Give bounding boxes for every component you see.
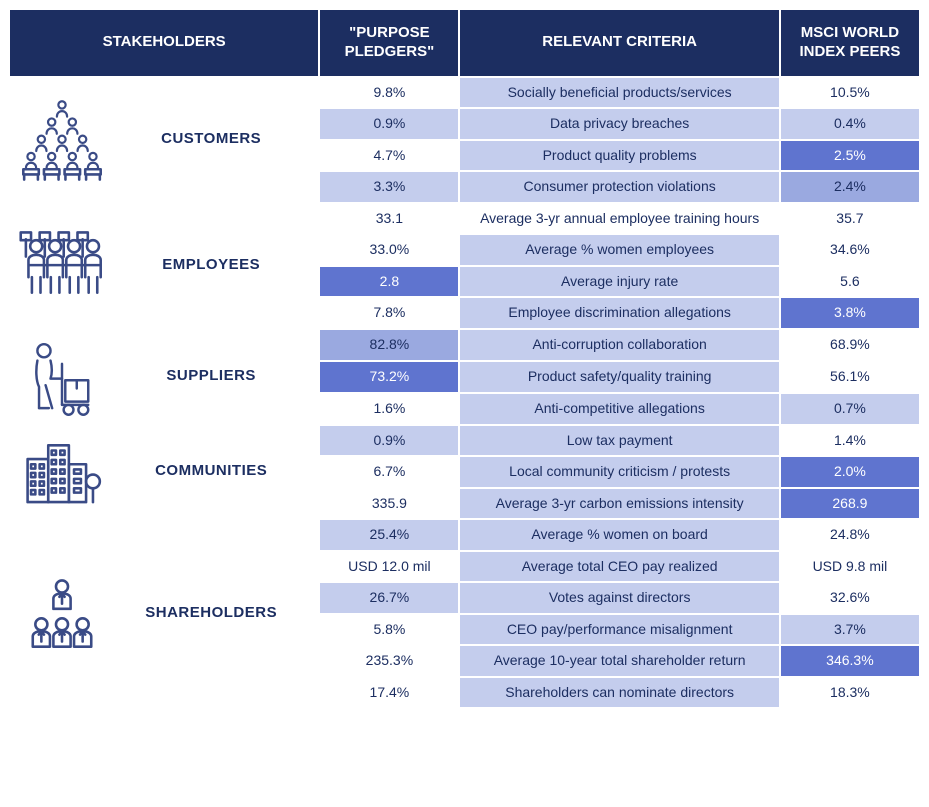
stakeholder-label: CUSTOMERS [112, 130, 310, 149]
pledgers-value: 73.2% [319, 361, 459, 393]
stakeholder-label: SHAREHOLDERS [112, 604, 310, 623]
pledgers-value: 26.7% [319, 582, 459, 614]
peers-value: 34.6% [780, 234, 920, 266]
employees-icon [18, 227, 106, 305]
criteria-label: Average 10-year total shareholder return [459, 645, 779, 677]
stakeholder-label: COMMUNITIES [112, 462, 310, 481]
pledgers-value: 82.8% [319, 329, 459, 361]
pledgers-value: 0.9% [319, 108, 459, 140]
criteria-label: Product safety/quality training [459, 361, 779, 393]
table-row: SUPPLIERS82.8%Anti-corruption collaborat… [9, 329, 920, 361]
pledgers-value: 6.7% [319, 456, 459, 488]
criteria-label: Employee discrimination allegations [459, 297, 779, 329]
pledgers-value: 235.3% [319, 645, 459, 677]
table-header-row: STAKEHOLDERS "PURPOSE PLEDGERS" RELEVANT… [9, 9, 920, 77]
criteria-label: CEO pay/performance misalignment [459, 614, 779, 646]
peers-value: 32.6% [780, 582, 920, 614]
criteria-label: Average injury rate [459, 266, 779, 298]
stakeholder-cell-customers: CUSTOMERS [9, 77, 319, 203]
pledgers-value: 33.1 [319, 203, 459, 235]
criteria-label: Anti-corruption collaboration [459, 329, 779, 361]
stakeholder-cell-shareholders: SHAREHOLDERS [9, 519, 319, 708]
pledgers-value: 9.8% [319, 77, 459, 109]
stakeholder-label: SUPPLIERS [112, 367, 310, 386]
criteria-label: Local community criticism / protests [459, 456, 779, 488]
peers-value: 35.7 [780, 203, 920, 235]
peers-value: 18.3% [780, 677, 920, 709]
peers-value: 3.7% [780, 614, 920, 646]
peers-value: 268.9 [780, 488, 920, 520]
customers-icon [18, 97, 106, 183]
peers-value: 56.1% [780, 361, 920, 393]
criteria-label: Average 3-yr carbon emissions intensity [459, 488, 779, 520]
pledgers-value: 335.9 [319, 488, 459, 520]
shareholders-icon [18, 571, 106, 657]
communities-icon [18, 433, 106, 511]
criteria-label: Socially beneficial products/services [459, 77, 779, 109]
table-row: SHAREHOLDERS25.4%Average % women on boar… [9, 519, 920, 551]
pledgers-value: 5.8% [319, 614, 459, 646]
pledgers-value: 2.8 [319, 266, 459, 298]
stakeholder-label: EMPLOYEES [112, 256, 310, 275]
header-criteria: RELEVANT CRITERIA [459, 9, 779, 77]
peers-value: 10.5% [780, 77, 920, 109]
criteria-label: Votes against directors [459, 582, 779, 614]
criteria-label: Consumer protection violations [459, 171, 779, 203]
peers-value: 2.5% [780, 140, 920, 172]
peers-value: 0.4% [780, 108, 920, 140]
pledgers-value: 25.4% [319, 519, 459, 551]
criteria-label: Average % women employees [459, 234, 779, 266]
criteria-label: Average 3-yr annual employee training ho… [459, 203, 779, 235]
pledgers-value: 4.7% [319, 140, 459, 172]
peers-value: 68.9% [780, 329, 920, 361]
peers-value: 2.0% [780, 456, 920, 488]
criteria-label: Shareholders can nominate directors [459, 677, 779, 709]
pledgers-value: 0.9% [319, 425, 459, 457]
header-pledgers: "PURPOSE PLEDGERS" [319, 9, 459, 77]
pledgers-value: USD 12.0 mil [319, 551, 459, 583]
suppliers-icon [18, 336, 106, 418]
criteria-label: Average total CEO pay realized [459, 551, 779, 583]
peers-value: 5.6 [780, 266, 920, 298]
stakeholder-cell-communities: COMMUNITIES [9, 425, 319, 520]
table-row: EMPLOYEES33.1Average 3-yr annual employe… [9, 203, 920, 235]
stakeholder-comparison-table: STAKEHOLDERS "PURPOSE PLEDGERS" RELEVANT… [8, 8, 921, 709]
pledgers-value: 3.3% [319, 171, 459, 203]
stakeholder-cell-employees: EMPLOYEES [9, 203, 319, 329]
peers-value: 3.8% [780, 297, 920, 329]
header-stakeholders: STAKEHOLDERS [9, 9, 319, 77]
table-row: COMMUNITIES0.9%Low tax payment1.4% [9, 425, 920, 457]
peers-value: 1.4% [780, 425, 920, 457]
pledgers-value: 1.6% [319, 393, 459, 425]
header-peers: MSCI WORLD INDEX PEERS [780, 9, 920, 77]
peers-value: 24.8% [780, 519, 920, 551]
criteria-label: Product quality problems [459, 140, 779, 172]
criteria-label: Average % women on board [459, 519, 779, 551]
table-row: CUSTOMERS9.8%Socially beneficial product… [9, 77, 920, 109]
peers-value: 346.3% [780, 645, 920, 677]
criteria-label: Data privacy breaches [459, 108, 779, 140]
criteria-label: Low tax payment [459, 425, 779, 457]
stakeholder-cell-suppliers: SUPPLIERS [9, 329, 319, 425]
peers-value: 2.4% [780, 171, 920, 203]
pledgers-value: 7.8% [319, 297, 459, 329]
criteria-label: Anti-competitive allegations [459, 393, 779, 425]
peers-value: USD 9.8 mil [780, 551, 920, 583]
peers-value: 0.7% [780, 393, 920, 425]
pledgers-value: 17.4% [319, 677, 459, 709]
pledgers-value: 33.0% [319, 234, 459, 266]
